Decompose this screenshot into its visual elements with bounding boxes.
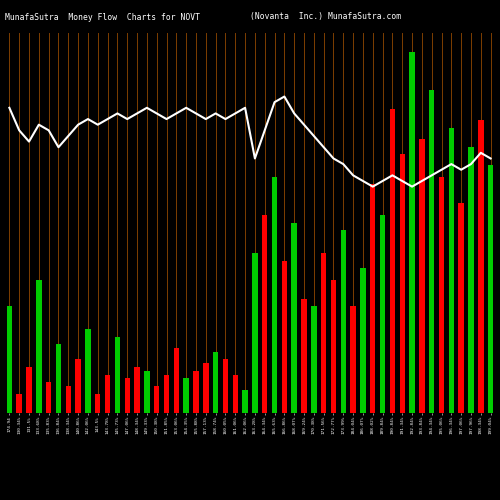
Bar bbox=[76, 360, 81, 412]
Bar bbox=[164, 374, 169, 412]
Bar bbox=[242, 390, 248, 412]
Bar bbox=[302, 298, 306, 412]
Bar bbox=[478, 120, 484, 412]
Bar bbox=[194, 370, 198, 412]
Bar bbox=[154, 386, 160, 412]
Bar bbox=[6, 306, 12, 412]
Bar bbox=[95, 394, 100, 412]
Bar bbox=[448, 128, 454, 412]
Bar bbox=[144, 370, 150, 412]
Bar bbox=[56, 344, 61, 412]
Bar bbox=[114, 336, 120, 412]
Bar bbox=[488, 166, 494, 412]
Bar bbox=[410, 52, 415, 412]
Bar bbox=[419, 139, 424, 412]
Bar bbox=[203, 363, 208, 412]
Text: MunafaSutra  Money Flow  Charts for NOVT: MunafaSutra Money Flow Charts for NOVT bbox=[5, 12, 200, 22]
Bar bbox=[350, 306, 356, 412]
Bar bbox=[272, 177, 278, 412]
Bar bbox=[331, 280, 336, 412]
Bar bbox=[262, 215, 268, 412]
Bar bbox=[390, 108, 395, 412]
Bar bbox=[36, 280, 42, 412]
Bar bbox=[439, 177, 444, 412]
Bar bbox=[16, 394, 22, 412]
Bar bbox=[26, 367, 32, 412]
Bar bbox=[282, 260, 287, 412]
Bar bbox=[252, 253, 258, 412]
Bar bbox=[85, 329, 90, 412]
Bar bbox=[400, 154, 405, 412]
Bar bbox=[468, 146, 473, 412]
Bar bbox=[222, 360, 228, 412]
Bar bbox=[124, 378, 130, 412]
Bar bbox=[458, 204, 464, 412]
Bar bbox=[380, 215, 386, 412]
Bar bbox=[174, 348, 179, 412]
Bar bbox=[340, 230, 346, 412]
Bar bbox=[66, 386, 71, 412]
Text: (Novanta  Inc.) MunafaSutra.com: (Novanta Inc.) MunafaSutra.com bbox=[250, 12, 401, 22]
Bar bbox=[46, 382, 52, 412]
Bar bbox=[311, 306, 316, 412]
Bar bbox=[360, 268, 366, 412]
Bar bbox=[105, 374, 110, 412]
Bar bbox=[292, 222, 297, 412]
Bar bbox=[134, 367, 140, 412]
Bar bbox=[370, 184, 376, 412]
Bar bbox=[184, 378, 189, 412]
Bar bbox=[321, 253, 326, 412]
Bar bbox=[213, 352, 218, 412]
Bar bbox=[429, 90, 434, 412]
Bar bbox=[232, 374, 238, 412]
